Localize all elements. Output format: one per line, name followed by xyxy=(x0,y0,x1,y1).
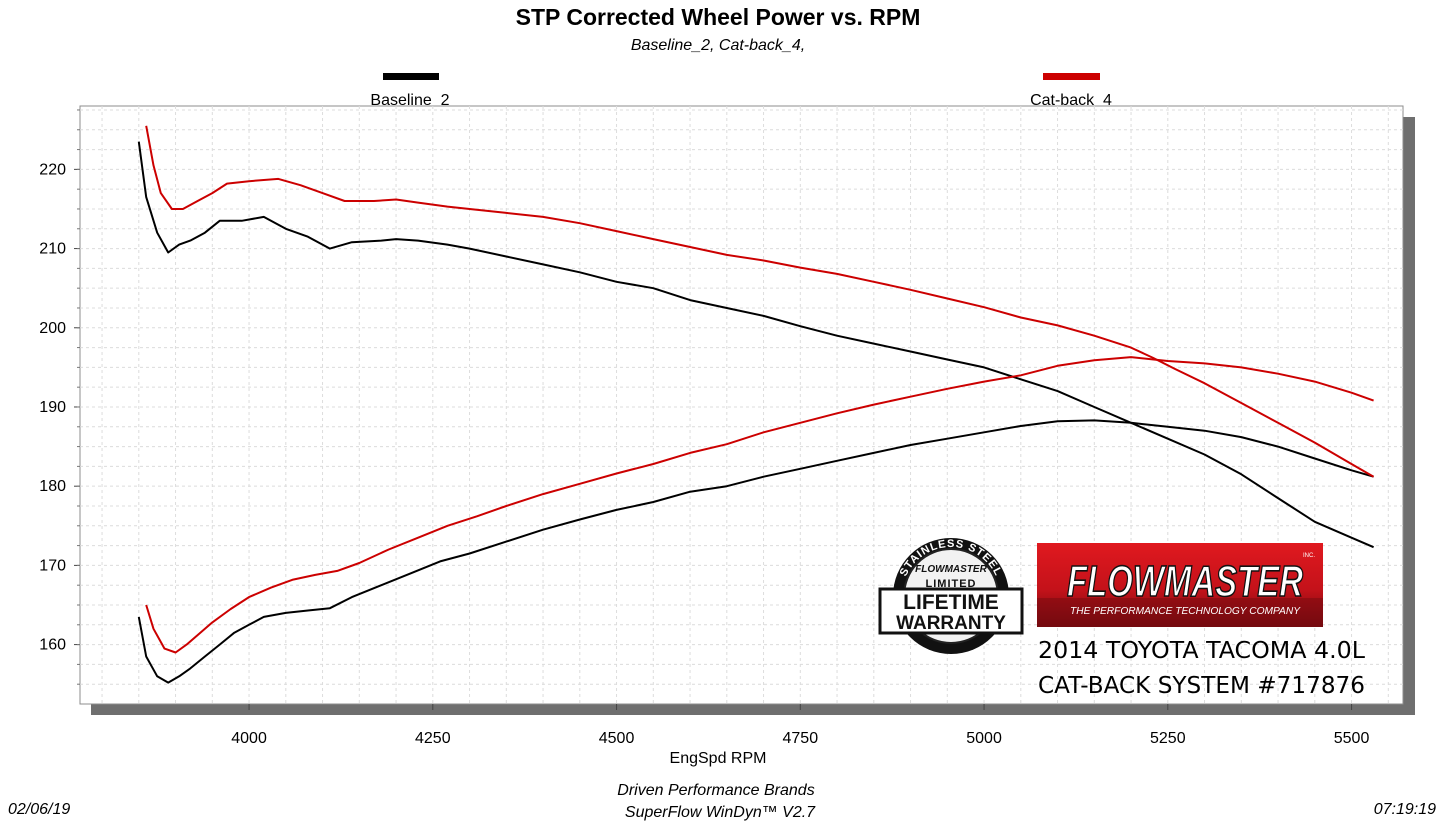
chart-title: STP Corrected Wheel Power vs. RPM xyxy=(516,4,921,30)
series-lines xyxy=(137,125,1375,684)
system-caption: CAT-BACK SYSTEM #717876 xyxy=(1038,673,1365,699)
legend: Baseline_2 Cat-back_4 xyxy=(370,73,1112,109)
x-tick-label: 5000 xyxy=(966,730,1002,747)
badge-banner xyxy=(878,587,1024,635)
logo-inc-mark: INC. xyxy=(1303,553,1315,559)
grid xyxy=(80,106,1403,704)
series-line-cat-back-4-torque xyxy=(145,356,1374,654)
x-tick-label: 5250 xyxy=(1150,730,1186,747)
x-tick-label: 4250 xyxy=(415,730,451,747)
logo-tagline: THE PERFORMANCE TECHNOLOGY COMPANY xyxy=(1070,606,1301,617)
y-tick-label: 160 xyxy=(39,637,66,654)
footer-company: Driven Performance Brands xyxy=(617,782,814,799)
y-tick-label: 170 xyxy=(39,557,66,574)
x-tick-label: 4750 xyxy=(783,730,819,747)
footer-date: 02/06/19 xyxy=(8,801,70,818)
flowmaster-logo: FLOWMASTER INC. THE PERFORMANCE TECHNOLO… xyxy=(1037,543,1323,627)
y-tick-label: 220 xyxy=(39,161,66,178)
legend-label-catback: Cat-back_4 xyxy=(1030,92,1112,109)
series-line-baseline-2-torque xyxy=(137,419,1374,684)
x-tick-label: 4500 xyxy=(599,730,635,747)
warranty-badge: STAINLESS STEEL FLOWMASTER LIMITED LIFET… xyxy=(878,538,1024,654)
x-axis-label: EngSpd RPM xyxy=(670,750,767,767)
legend-label-baseline: Baseline_2 xyxy=(370,92,449,109)
y-tick-label: 190 xyxy=(39,399,66,416)
legend-swatch-catback xyxy=(1043,73,1100,80)
x-tick-label: 4000 xyxy=(231,730,267,747)
badge-lifetime: LIFETIME xyxy=(903,591,999,614)
y-tick-label: 180 xyxy=(39,478,66,495)
chart-subtitle: Baseline_2, Cat-back_4, xyxy=(631,37,805,54)
legend-swatch-baseline xyxy=(383,73,439,80)
x-axis: 4000 4250 4500 4750 5000 5250 5500 xyxy=(231,704,1369,747)
y-tick-label: 200 xyxy=(39,320,66,337)
footer-software: SuperFlow WinDyn™ V2.7 xyxy=(625,804,816,821)
badge-warranty: WARRANTY xyxy=(896,613,1006,634)
logo-tagline-band xyxy=(1037,598,1323,627)
series-line-baseline-2-power xyxy=(137,141,1374,549)
x-tick-label: 5500 xyxy=(1334,730,1370,747)
logo-wordmark: FLOWMASTER xyxy=(1067,557,1303,606)
footer-time: 07:19:19 xyxy=(1374,801,1436,818)
badge-limited: LIMITED xyxy=(926,578,977,590)
y-tick-label: 210 xyxy=(39,241,66,258)
vehicle-caption: 2014 TOYOTA TACOMA 4.0L xyxy=(1038,638,1365,664)
y-axis: 160 170 180 190 200 210 220 xyxy=(39,109,80,685)
badge-brand: FLOWMASTER xyxy=(915,564,987,575)
series-line-cat-back-4-power xyxy=(145,125,1375,478)
